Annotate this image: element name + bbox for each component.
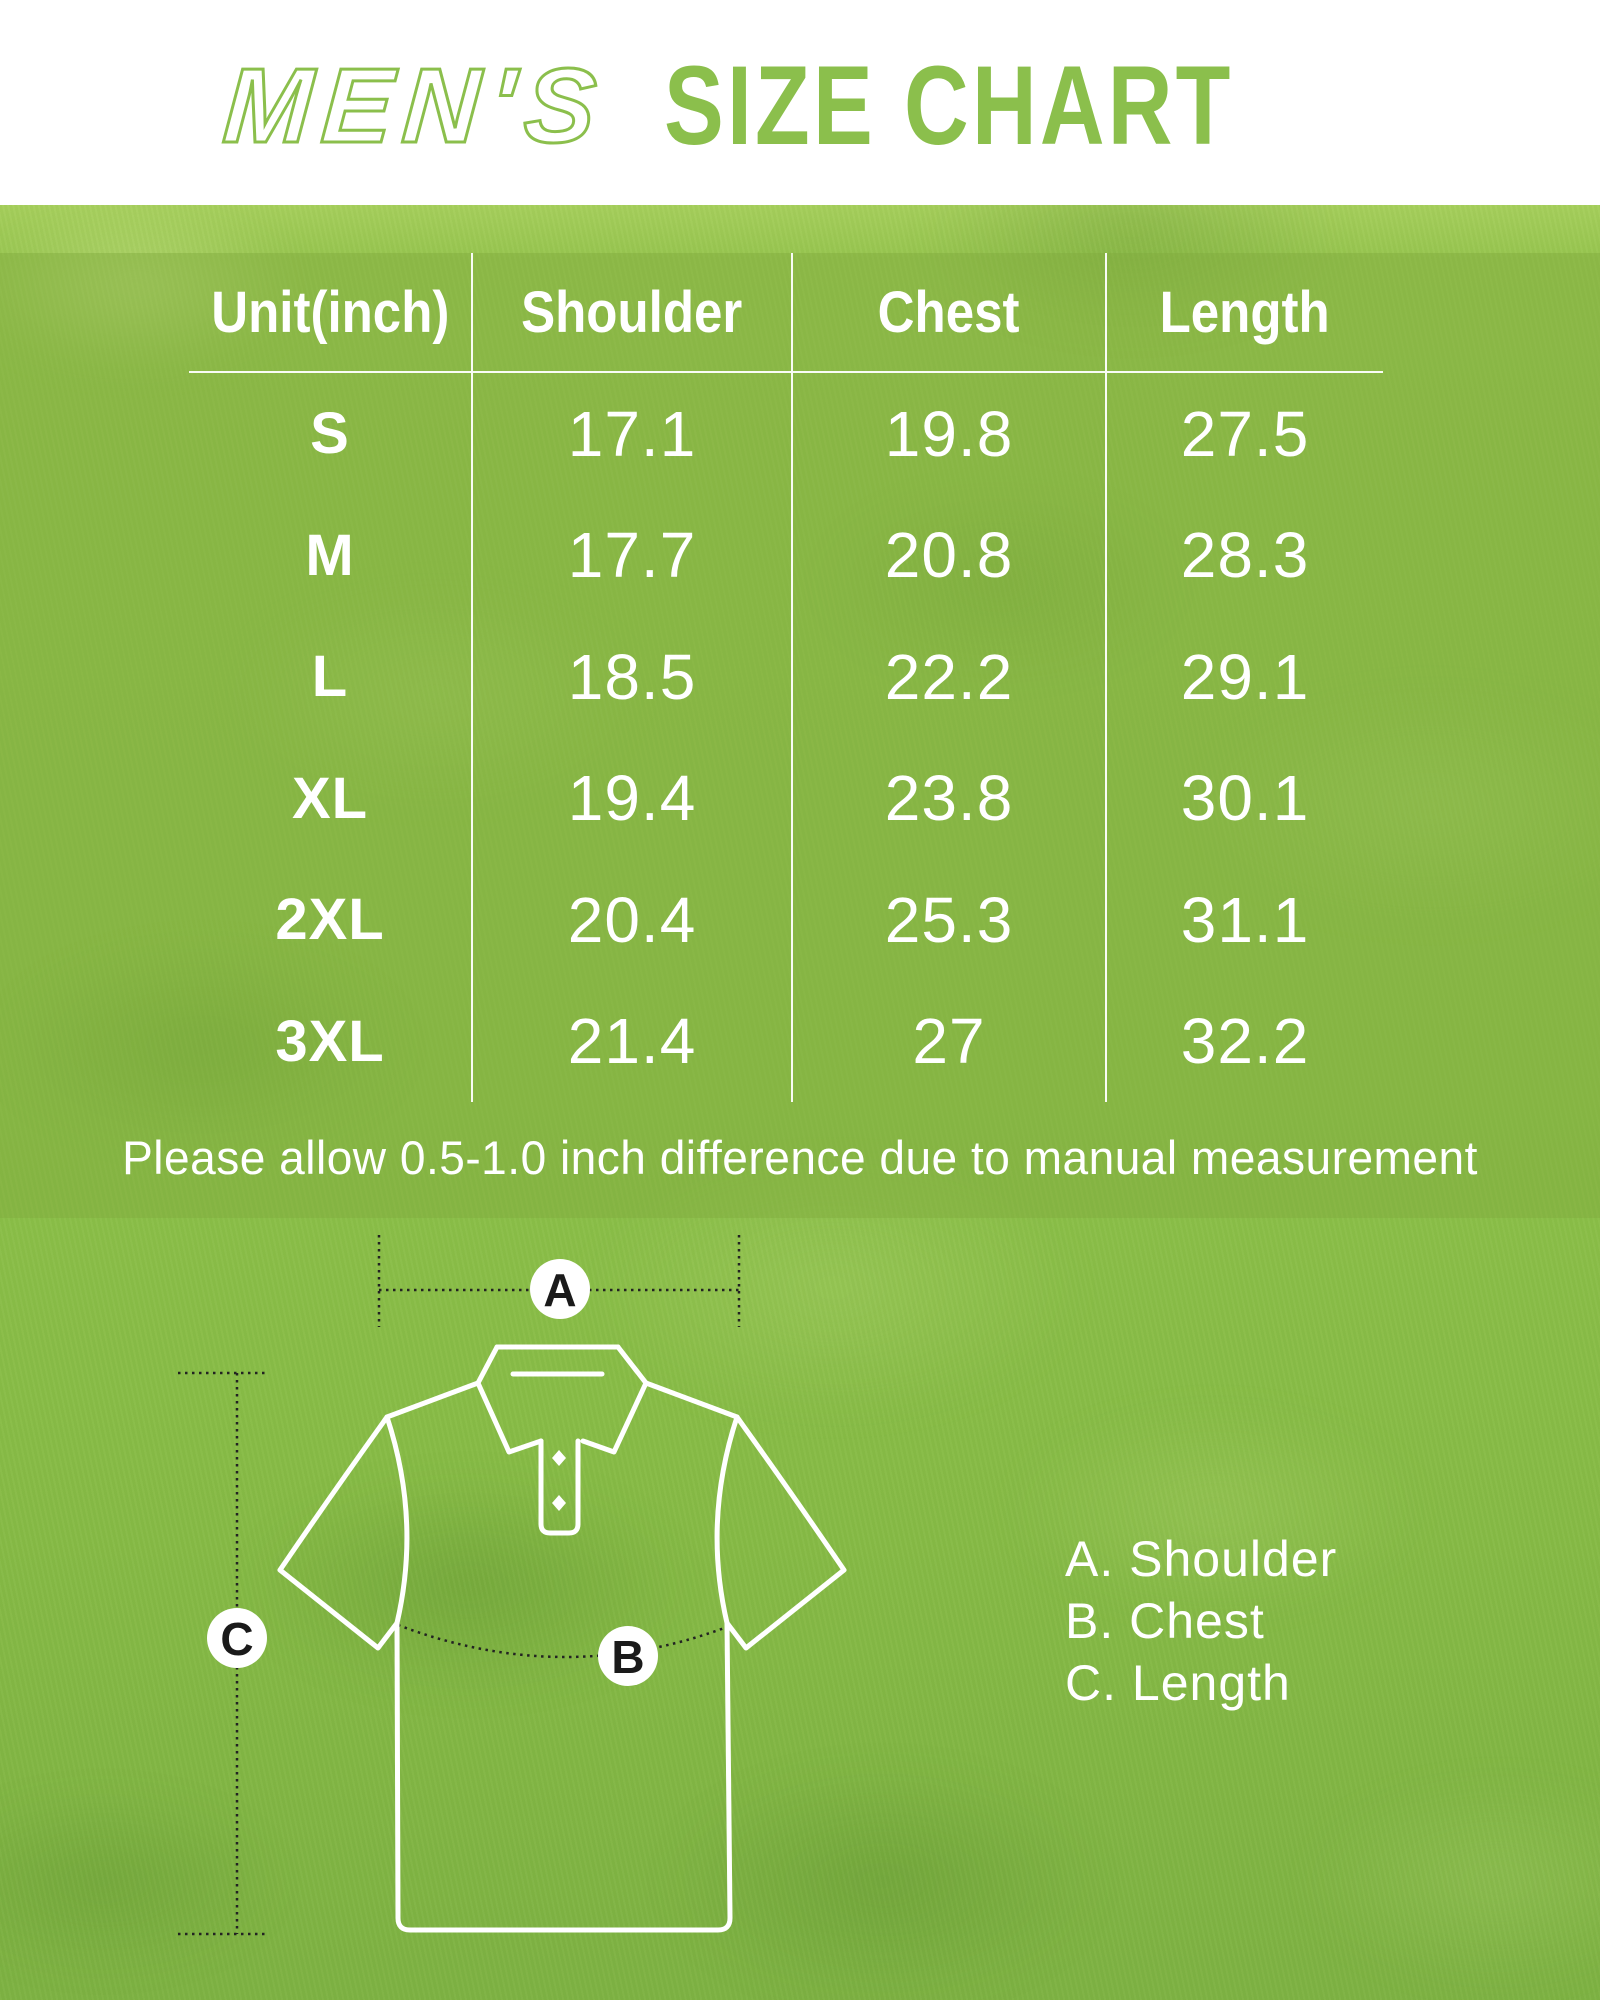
row-3xl-size: 3XL [189, 980, 473, 1102]
row-3xl-chest: 27 [793, 980, 1107, 1102]
row-3xl-shoulder: 21.4 [473, 980, 793, 1102]
title-mens: MEN'S [219, 45, 612, 166]
row-m-length: 28.3 [1180, 519, 1310, 592]
page-title: MEN'S SIZE CHART [219, 42, 1375, 168]
title-size-chart: SIZE CHART [663, 42, 1234, 168]
row-m-chest: 20.8 [793, 494, 1107, 616]
title-band: MEN'S SIZE CHART [0, 0, 1600, 205]
row-l-shoulder: 18.5 [473, 616, 793, 738]
measurement-note: Please allow 0.5-1.0 inch difference due… [122, 1131, 1478, 1184]
grass-background: Unit(inch) Shoulder Chest Length S 17.1 … [0, 205, 1600, 2000]
row-xl-size: XL [189, 737, 473, 859]
legend-shoulder: A. Shoulder [1065, 1531, 1338, 1587]
grass-grain [0, 205, 1600, 2000]
table-backdrop-panel [0, 253, 1600, 1218]
row-s-chest: 19.8 [793, 373, 1107, 495]
row-m-size: M [189, 494, 473, 616]
row-2xl-chest: 25.3 [793, 859, 1107, 981]
row-xl-shoulder: 19.4 [473, 737, 793, 859]
table-header-length: Length [1107, 253, 1383, 373]
row-3xl-length: 32.2 [1180, 1005, 1310, 1078]
row-2xl-shoulder: 20.4 [473, 859, 793, 981]
row-2xl-length: 31.1 [1180, 883, 1310, 956]
row-l-chest: 22.2 [793, 616, 1107, 738]
table-header-chest: Chest [793, 253, 1107, 373]
legend-length: C. Length [1065, 1655, 1291, 1711]
row-xl-length: 30.1 [1180, 762, 1310, 835]
row-m-shoulder: 17.7 [473, 494, 793, 616]
table-header-unit: Unit(inch) [189, 253, 473, 373]
grass-texture [0, 205, 1600, 2000]
row-s-length: 27.5 [1180, 397, 1310, 470]
row-s-shoulder: 17.1 [473, 373, 793, 495]
row-s-size: S [189, 373, 473, 495]
size-table: Unit(inch) Shoulder Chest Length S 17.1 … [189, 253, 1383, 1102]
row-xl-chest: 23.8 [793, 737, 1107, 859]
legend-chest: B. Chest [1065, 1593, 1265, 1649]
measurement-legend: A. Shoulder B. Chest C. Length [1065, 1528, 1337, 1714]
row-l-length: 29.1 [1180, 640, 1310, 713]
row-2xl-size: 2XL [189, 859, 473, 981]
row-l-size: L [189, 616, 473, 738]
table-header-shoulder: Shoulder [473, 253, 793, 373]
